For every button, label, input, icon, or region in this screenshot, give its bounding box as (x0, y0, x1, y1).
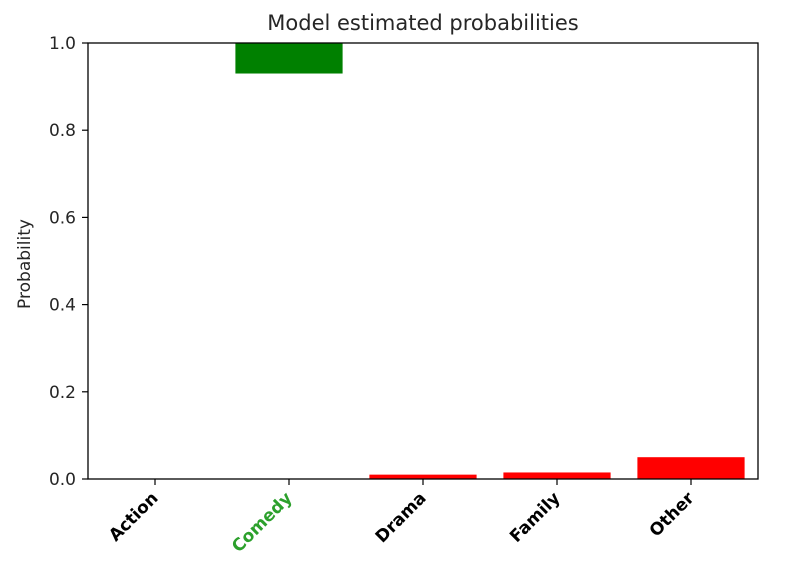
y-tick-label: 0.0 (49, 470, 76, 490)
chart-title: Model estimated probabilities (267, 11, 578, 35)
plot-frame (87, 42, 759, 480)
y-axis: 0.0 0.2 0.4 0.6 0.8 1.0 (49, 34, 88, 490)
y-tick-label: 1.0 (49, 34, 76, 54)
x-tick-label-action: Action (105, 488, 162, 545)
y-axis-label: Probability (15, 219, 35, 309)
y-tick-label: 0.2 (49, 383, 76, 403)
y-tick-label: 0.4 (49, 296, 76, 316)
bar-drama (369, 474, 477, 479)
bar-other (637, 457, 745, 479)
x-tick-label-other: Other (646, 488, 699, 541)
y-tick-label: 0.6 (49, 208, 76, 228)
bar-family (503, 472, 611, 479)
x-axis: Action Comedy Drama Family Other (105, 479, 699, 557)
x-tick-label-drama: Drama (372, 488, 431, 547)
x-tick-label-comedy: Comedy (228, 488, 296, 556)
bar-comedy (235, 43, 343, 74)
y-tick-label: 0.8 (49, 121, 76, 141)
bars-group (235, 43, 745, 479)
x-tick-label-family: Family (506, 488, 564, 546)
